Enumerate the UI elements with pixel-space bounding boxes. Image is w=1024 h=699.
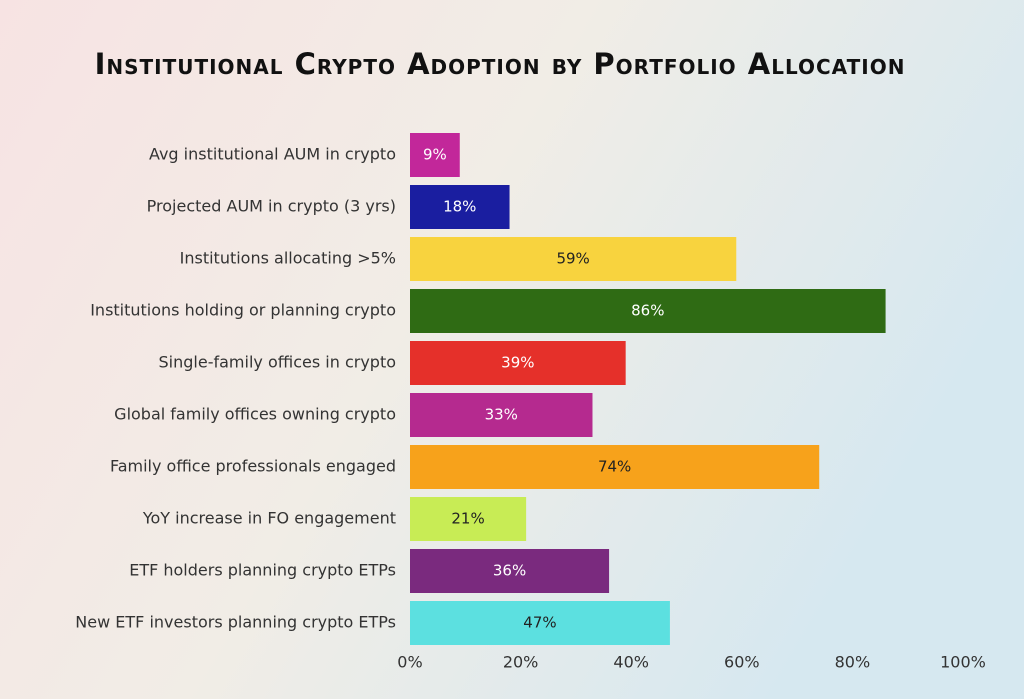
value-label: 33% <box>485 406 518 424</box>
value-label: 21% <box>451 510 484 528</box>
value-label: 39% <box>501 354 534 372</box>
x-tick-label: 20% <box>503 653 539 672</box>
value-label: 59% <box>556 250 589 268</box>
value-label: 18% <box>443 198 476 216</box>
category-label: Projected AUM in crypto (3 yrs) <box>147 197 396 216</box>
category-label: Single-family offices in crypto <box>159 353 396 372</box>
bar <box>410 341 626 385</box>
category-label: Avg institutional AUM in crypto <box>149 145 396 164</box>
category-label: ETF holders planning crypto ETPs <box>129 561 396 580</box>
x-tick-label: 60% <box>724 653 760 672</box>
category-label: Global family offices owning crypto <box>114 405 396 424</box>
value-label: 47% <box>523 614 556 632</box>
bar <box>410 497 527 541</box>
value-label: 86% <box>631 302 664 320</box>
category-label: Institutions holding or planning crypto <box>90 301 396 320</box>
bar <box>410 445 820 489</box>
category-label: Family office professionals engaged <box>110 457 396 476</box>
category-label: New ETF investors planning crypto ETPs <box>75 613 396 632</box>
x-tick-label: 40% <box>613 653 649 672</box>
bar <box>410 549 610 593</box>
bar <box>410 393 593 437</box>
bar <box>410 601 670 645</box>
value-label: 74% <box>598 458 631 476</box>
bar <box>410 289 886 333</box>
chart-title: Institutional Crypto Adoption by Portfol… <box>95 47 906 81</box>
value-label: 36% <box>493 562 526 580</box>
bar <box>410 237 737 281</box>
bar <box>410 133 460 177</box>
category-label: Institutions allocating >5% <box>180 249 396 268</box>
x-tick-label: 100% <box>940 653 986 672</box>
bar <box>410 185 510 229</box>
value-label: 9% <box>423 146 447 164</box>
x-tick-label: 0% <box>397 653 422 672</box>
x-tick-label: 80% <box>835 653 871 672</box>
category-label: YoY increase in FO engagement <box>142 509 396 528</box>
